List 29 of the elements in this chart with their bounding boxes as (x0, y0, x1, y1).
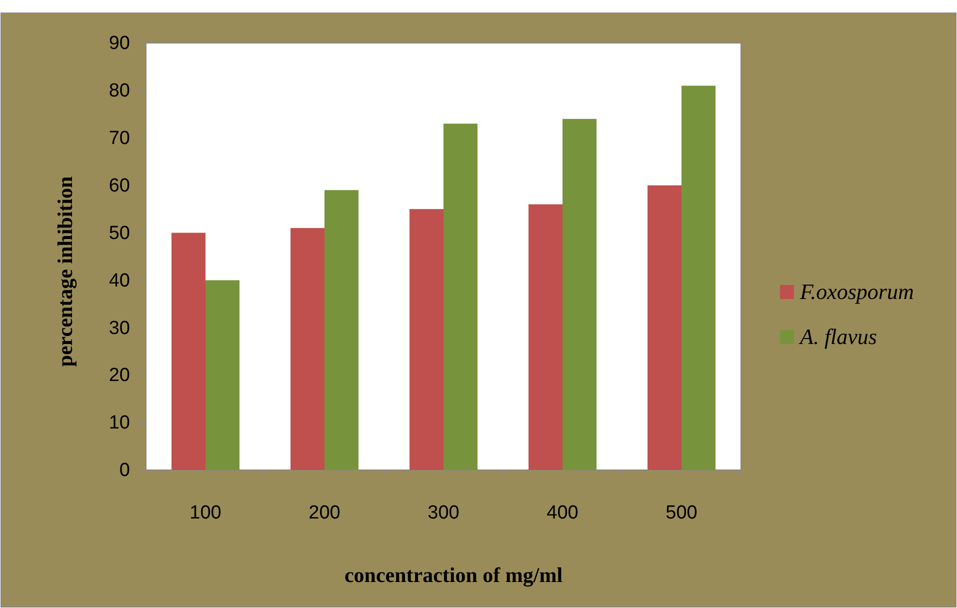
bar (682, 86, 716, 470)
y-tick-label: 80 (108, 80, 130, 102)
y-tick-label: 0 (119, 460, 130, 482)
bar (562, 118, 596, 470)
bar (172, 232, 206, 470)
bar (444, 124, 478, 470)
y-tick-label: 10 (108, 412, 130, 434)
x-tick-label: 500 (666, 502, 698, 524)
x-axis-title: concentraction of mg/ml (344, 563, 563, 587)
bar (648, 185, 682, 470)
y-tick-label: 40 (108, 270, 130, 292)
y-tick-label: 90 (108, 33, 130, 54)
x-tick-label: 200 (308, 502, 340, 524)
bar (324, 190, 358, 470)
bar (528, 204, 562, 470)
x-tick-label: 400 (546, 502, 578, 524)
x-tick-label: 300 (428, 502, 460, 524)
legend-label: F.oxosporum (799, 279, 914, 304)
bar (290, 228, 324, 470)
bar (206, 280, 240, 470)
bar (410, 209, 444, 470)
y-tick-label: 20 (108, 365, 130, 386)
y-tick-label: 60 (108, 175, 130, 196)
y-tick-label: 30 (108, 318, 130, 339)
y-tick-label: 70 (108, 128, 130, 149)
legend-label: A. flavus (798, 324, 877, 349)
y-tick-label: 50 (108, 222, 130, 244)
y-axis-title: percentage inhibition (53, 176, 77, 367)
x-tick-label: 100 (190, 502, 222, 524)
